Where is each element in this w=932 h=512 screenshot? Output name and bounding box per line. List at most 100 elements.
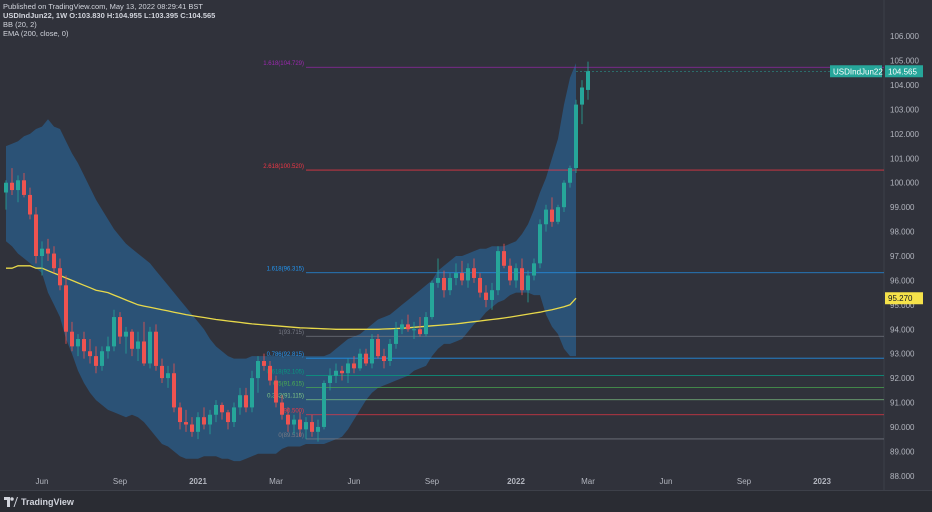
- candle-body: [238, 395, 242, 408]
- candle-body: [40, 248, 44, 256]
- fib-level-label: 1.618(104.729): [263, 61, 304, 67]
- candle-body: [34, 214, 38, 256]
- candle-body: [454, 273, 458, 278]
- y-axis-tick-label: 96.000: [890, 276, 915, 285]
- candle-body: [136, 341, 140, 349]
- indicator-ema[interactable]: EMA (200, close, 0): [3, 29, 69, 38]
- candle-body: [466, 268, 470, 281]
- candle-body: [550, 209, 554, 222]
- candle-body: [562, 182, 566, 208]
- y-axis-tick-label: 90.000: [890, 423, 915, 432]
- candle-body: [310, 422, 314, 432]
- candle-body: [370, 339, 374, 364]
- candle-body: [10, 182, 14, 191]
- x-axis-tick-label: Sep: [113, 477, 128, 486]
- tradingview-brand: TradingView: [21, 496, 74, 507]
- ohlc-close: C:104.565: [180, 11, 216, 20]
- y-axis-tick-label: 102.000: [890, 130, 919, 139]
- candle-body: [184, 422, 188, 425]
- x-axis-tick-label: Sep: [425, 477, 440, 486]
- x-axis-tick-label: Jun: [660, 477, 673, 486]
- candle-body: [424, 317, 428, 335]
- candle-body: [94, 356, 98, 366]
- y-axis-tick-label: 99.000: [890, 203, 915, 212]
- candle-body: [322, 382, 326, 427]
- candle-body: [526, 275, 530, 291]
- candle-body: [100, 351, 104, 366]
- candle-body: [286, 414, 290, 425]
- candle-body: [502, 251, 506, 266]
- candle-body: [436, 277, 440, 283]
- fib-level-label: 0.382(91.115): [267, 394, 304, 400]
- candle-body: [478, 277, 482, 293]
- candle-body: [220, 404, 224, 413]
- candle-body: [76, 339, 80, 347]
- candle-body: [418, 329, 422, 335]
- candle-body: [202, 417, 206, 425]
- candle-body: [154, 331, 158, 366]
- ema-price-tag-bg: [885, 292, 923, 305]
- candle-body: [208, 414, 212, 425]
- candle-body: [232, 407, 236, 423]
- y-axis-tick-label: 101.000: [890, 154, 919, 163]
- candle-body: [376, 339, 380, 357]
- last-price-tag-value: 104.565: [888, 67, 917, 76]
- candle-body: [244, 395, 248, 408]
- candle-body: [334, 370, 338, 376]
- candle-body: [22, 180, 26, 195]
- candle-body: [304, 422, 308, 430]
- symbol-ohlc-line: USDIndJun22, 1W O:103.830 H:104.955 L:10…: [3, 11, 215, 20]
- candle-body: [250, 378, 254, 408]
- candle-body: [118, 317, 122, 337]
- candle-body: [4, 182, 8, 193]
- candle-body: [586, 71, 590, 90]
- candle-body: [316, 426, 320, 432]
- candle-body: [148, 331, 152, 364]
- symbol-label[interactable]: USDIndJun22, 1W: [3, 11, 68, 20]
- candle-body: [514, 268, 518, 281]
- candle-body: [490, 290, 494, 300]
- x-axis-tick-label: Mar: [581, 477, 595, 486]
- candle-body: [82, 339, 86, 352]
- ohlc-low: L:103.395: [143, 11, 179, 20]
- candle-body: [544, 209, 548, 225]
- candle-body: [196, 417, 200, 432]
- fib-level-label: 0.786(92.815): [267, 352, 304, 358]
- y-axis-tick-label: 94.000: [890, 325, 915, 334]
- y-axis-tick-label: 100.000: [890, 179, 919, 188]
- candle-body: [64, 285, 68, 332]
- tradingview-logo-icon: [4, 496, 18, 507]
- candle-body: [298, 419, 302, 430]
- candle-body: [280, 402, 284, 415]
- candle-body: [382, 356, 386, 362]
- candle-body: [70, 331, 74, 347]
- last-price-tag-bg: [885, 65, 923, 78]
- candle-body: [52, 253, 56, 269]
- y-axis-tick-label: 104.000: [890, 81, 919, 90]
- candle-body: [580, 87, 584, 105]
- y-axis-tick-label: 106.000: [890, 32, 919, 41]
- x-axis-tick-label: 2021: [189, 477, 207, 486]
- x-axis-tick-label: Sep: [737, 477, 752, 486]
- candle-body: [124, 331, 128, 337]
- candle-body: [460, 273, 464, 281]
- candle-body: [472, 268, 476, 278]
- x-axis-tick-label: 2022: [507, 477, 525, 486]
- candle-body: [328, 375, 332, 383]
- tradingview-logo[interactable]: TradingView: [4, 495, 74, 508]
- candle-body: [346, 363, 350, 374]
- x-axis-tick-label: Jun: [36, 477, 49, 486]
- y-axis-tick-label: 88.000: [890, 472, 915, 481]
- fib-level-label: 0(89.510): [278, 433, 304, 439]
- candle-body: [16, 180, 20, 191]
- x-axis-tick-label: Jun: [348, 477, 361, 486]
- indicator-bb[interactable]: BB (20, 2): [3, 20, 37, 29]
- candle-body: [88, 351, 92, 357]
- y-axis-tick-label: 98.000: [890, 228, 915, 237]
- candle-body: [112, 317, 116, 347]
- symbol-price-tag-label: USDIndJun22: [833, 67, 883, 76]
- y-axis-tick-label: 93.000: [890, 350, 915, 359]
- fib-level-label: 1(93.715): [278, 330, 304, 336]
- candle-body: [46, 248, 50, 254]
